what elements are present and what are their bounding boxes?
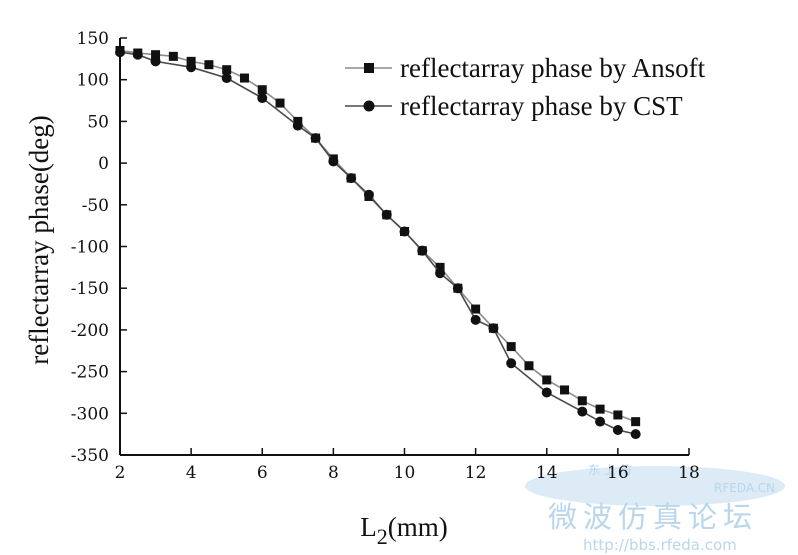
data-point-circle [115,47,125,58]
data-point-circle [577,406,588,417]
y-tick-label: 150 [77,29,109,49]
legend-label-cst: reflectarray phase by CST [400,91,683,121]
data-point-circle [506,358,517,369]
data-point-circle [221,73,232,84]
legend-label-ansoft: reflectarray phase by Ansoft [400,53,706,83]
data-point-circle [417,245,428,256]
data-point-circle [541,387,552,398]
data-point-circle [452,283,463,294]
x-axis-title: L2(mm) [360,512,448,549]
data-point-square [506,342,516,352]
watermark-chinese: 微波仿真论坛 [548,500,758,534]
data-point-circle [595,416,606,427]
data-point-square [204,60,214,70]
watermark-site: RFEDA.CN [714,481,775,495]
series-layer [115,46,641,440]
y-tick-label: -50 [82,196,109,216]
data-point-circle [292,120,303,131]
legend-item-ansoft: reflectarray phase by Ansoft [345,53,706,83]
x-axis-title-main: L [360,512,377,542]
x-axis-ticks: 2 4 6 8 10 12 14 16 18 [115,448,700,483]
legend-marker-square [364,63,374,73]
data-point-square [257,85,267,95]
series-line-cst [119,51,636,435]
data-point-circle [132,49,143,60]
data-point-circle [399,226,410,237]
y-tick-label: -100 [71,238,109,258]
data-point-circle [381,209,392,220]
data-point-square [275,98,285,108]
data-point-square [613,410,623,420]
watermark-wave-shape [525,466,785,506]
y-tick-label: 0 [98,154,109,174]
data-point-circle [612,424,623,435]
data-point-circle [328,156,339,167]
data-point-circle [363,189,374,200]
watermark-url: http://bbs.rfeda.com [583,536,737,554]
data-point-circle [630,429,641,440]
data-point-circle [186,62,197,73]
data-point-square [239,73,249,83]
x-tick-label: 6 [257,463,268,483]
data-point-square [168,51,178,61]
x-tick-label: 18 [678,463,700,483]
y-tick-label: 50 [87,112,109,132]
x-tick-label: 2 [115,463,126,483]
x-axis-title-subscript: 2 [377,524,388,549]
data-point-circle [257,93,268,104]
x-tick-label: 14 [536,463,558,483]
data-point-circle [470,314,481,325]
watermark-small-text: 东 上 仿 [588,463,632,477]
data-point-circle [150,56,161,67]
data-point-square [577,396,587,406]
data-point-square [186,56,196,66]
data-point-circle [346,173,357,184]
x-tick-label: 16 [607,463,629,483]
x-axis-title-unit: (mm) [388,512,448,542]
x-tick-label: 12 [465,463,487,483]
y-tick-label: 100 [77,71,109,91]
data-point-square [222,65,232,75]
x-tick-label: 10 [394,463,416,483]
data-point-square [560,385,570,395]
y-axis-title: reflectarray phase(deg) [24,115,54,365]
data-point-circle [310,133,321,144]
data-point-square [151,50,161,60]
y-tick-label: -200 [71,321,109,341]
y-tick-label: -150 [71,279,109,299]
legend-marker-circle [363,100,375,112]
y-tick-label: -250 [71,363,109,383]
x-tick-label: 4 [186,463,197,483]
legend: reflectarray phase by Ansoft reflectarra… [345,53,706,121]
legend-item-cst: reflectarray phase by CST [345,91,683,121]
x-tick-label: 8 [328,463,339,483]
y-axis-ticks: 150 100 50 0 -50 -100 -150 -200 -250 -300 -350 [71,29,127,466]
data-point-square [471,304,481,314]
series-cst [115,47,641,440]
watermark-logo: 东 上 仿 RFEDA.CN 微波仿真论坛 http://bbs.rfeda.c… [525,463,785,554]
data-point-square [595,404,605,414]
data-point-square [435,262,445,272]
data-point-square [524,361,534,371]
data-point-square [542,375,552,385]
y-tick-label: -350 [71,446,109,466]
data-point-circle [435,268,446,279]
data-point-circle [488,323,499,334]
y-tick-label: -300 [71,404,109,424]
data-point-square [631,417,641,427]
